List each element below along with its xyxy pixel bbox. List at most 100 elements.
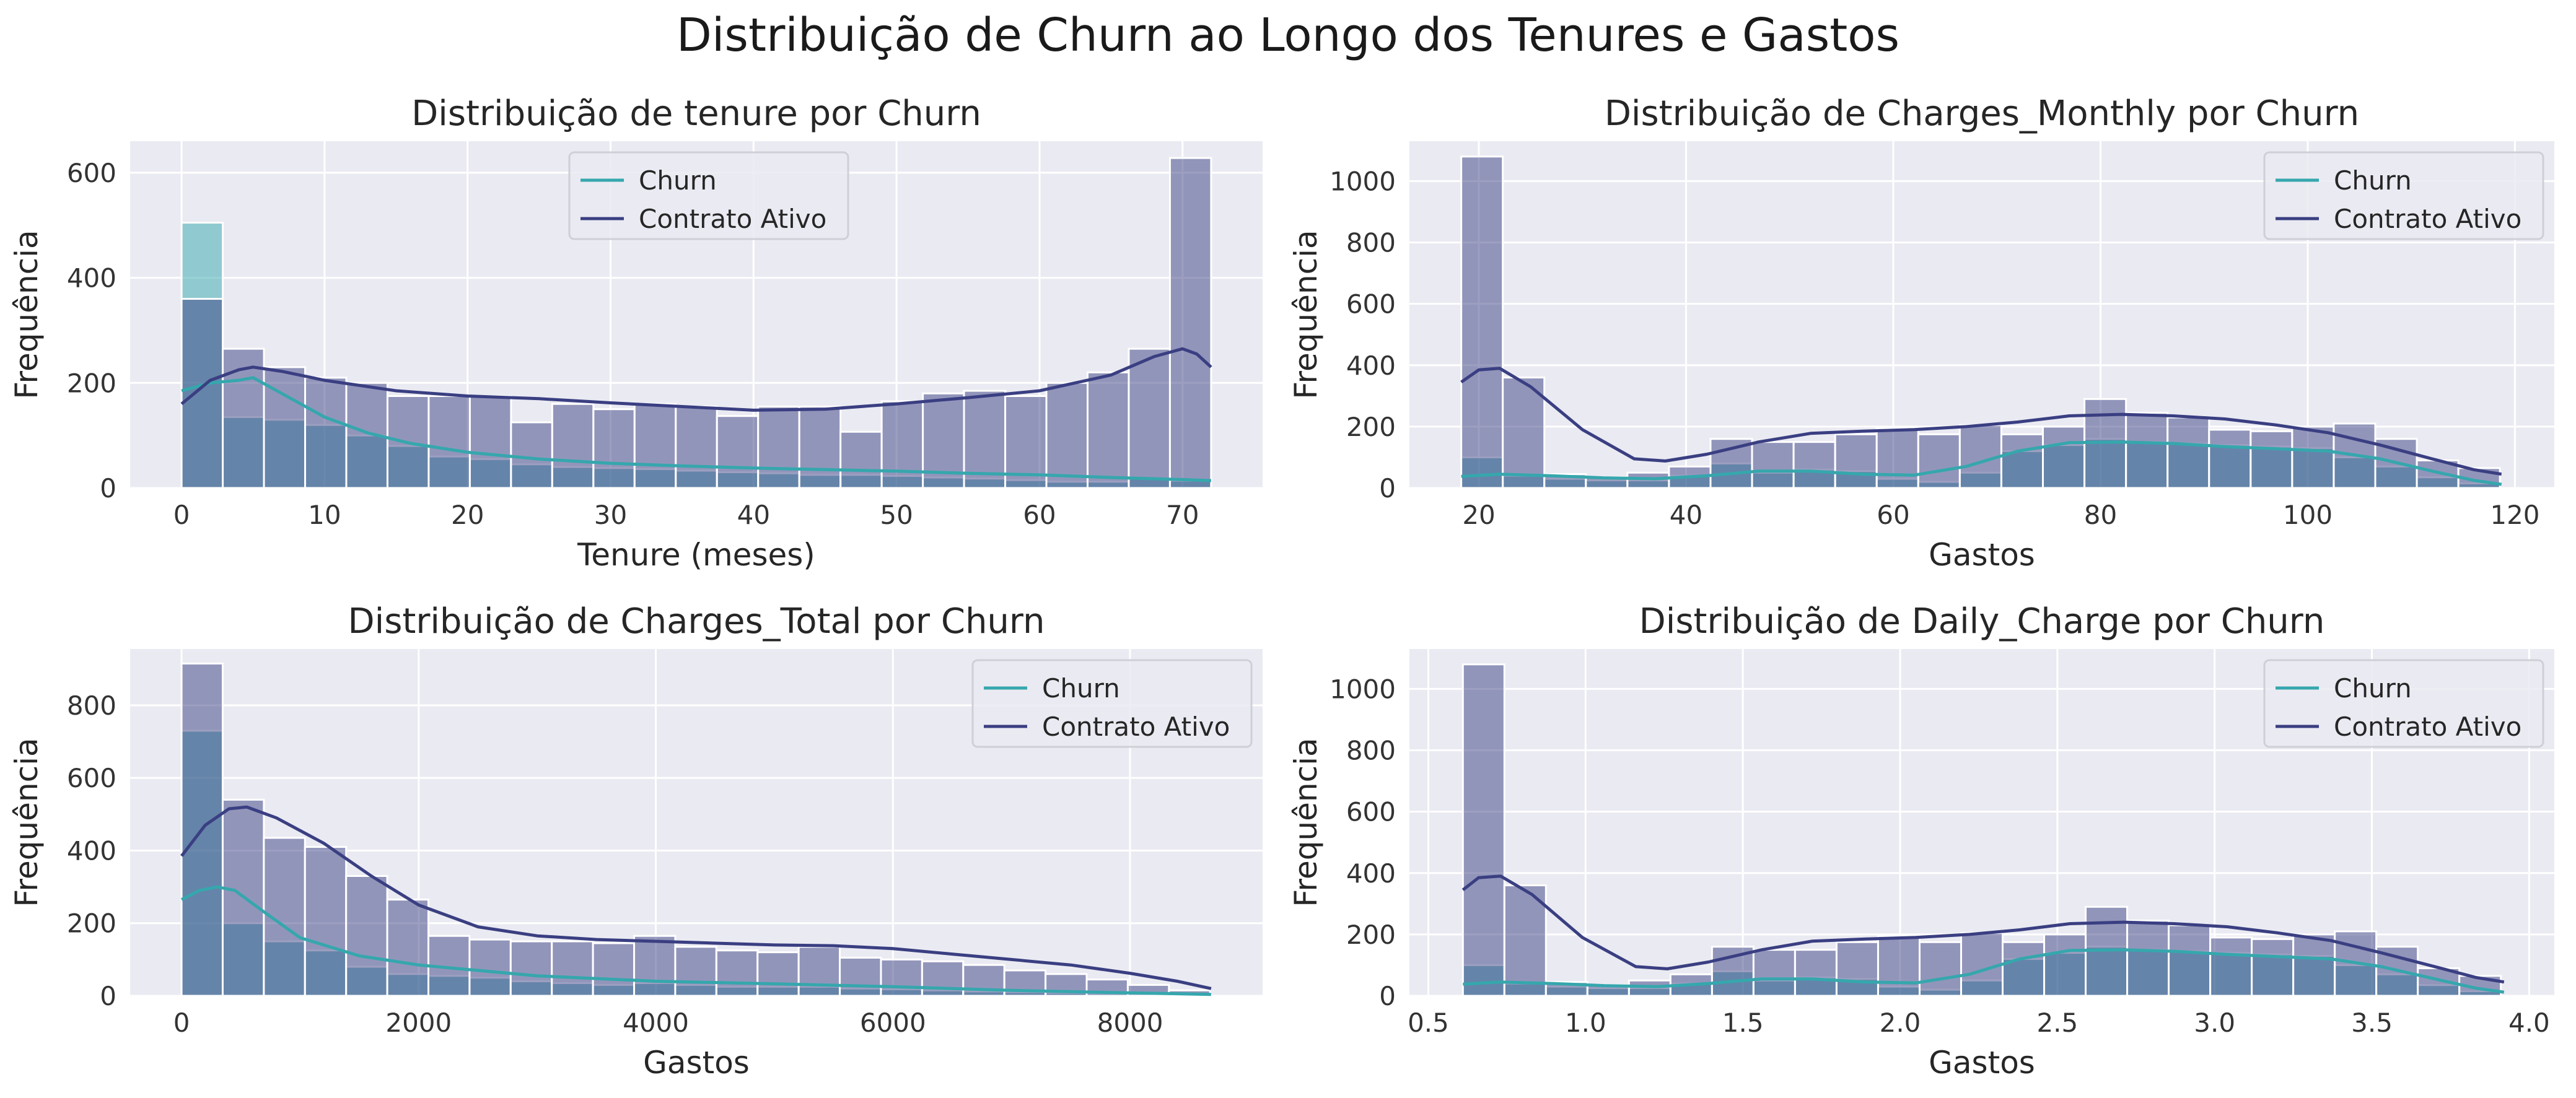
y-tick-label: 200 [67,908,116,939]
x-tick-label: 40 [1670,500,1702,530]
histogram-bar-contrato-ativo [674,946,717,997]
histogram-bar-contrato-ativo [2042,425,2086,489]
histogram-bar-contrato-ativo [1877,935,1921,997]
kde-line-churn [1461,440,2502,486]
histogram-bar-contrato-ativo [2251,938,2295,997]
histogram-bar-contrato-ativo [1917,433,1961,489]
x-tick-label: 4000 [623,1008,689,1038]
histogram-bar-contrato-ativo [304,377,348,489]
histogram-bar-contrato-ativo [1460,155,1504,489]
legend: Churn Contrato Ativo [971,659,1253,748]
histogram-bar-contrato-ativo [468,938,512,997]
x-tick-label: 0.5 [1408,1008,1449,1038]
subplot-title: Distribuição de Daily_Charge por Churn [1639,601,2325,642]
histogram-bar-contrato-ativo [797,946,841,997]
histogram-bar-contrato-ativo [2126,920,2170,997]
x-tick-label: 1.5 [1722,1008,1764,1038]
y-tick-label: 600 [67,763,116,793]
x-tick-label: 120 [2490,500,2539,530]
histogram-bar-contrato-ativo [1792,441,1836,489]
x-tick-label: 2.5 [2036,1008,2078,1038]
histogram-bar-contrato-ativo [2002,941,2046,997]
histogram-bar-contrato-ativo [1794,949,1838,997]
histogram-bar-contrato-ativo [880,958,923,997]
histogram-bar-contrato-ativo [1086,371,1130,489]
histogram-bar-contrato-ativo [468,395,512,489]
histogram-bar-contrato-ativo [509,940,553,997]
subplot-title: Distribuição de tenure por Churn [411,94,981,134]
y-tick-label: 200 [67,368,116,398]
histogram-bar-contrato-ativo [263,366,307,489]
histogram-bar-contrato-ativo [880,400,924,489]
y-tick-label: 0 [100,981,116,1011]
y-tick-label: 600 [1346,797,1396,827]
histogram-bar-contrato-ativo [1461,663,1505,997]
histogram-bar-contrato-ativo [1502,377,1546,489]
y-tick-label: 800 [1346,736,1396,766]
histogram-bar-contrato-ativo [1628,979,1671,997]
x-tick-label: 2.0 [1880,1008,1921,1038]
histogram-bar-contrato-ativo [921,960,965,997]
kde-line-churn [180,885,1211,996]
histogram-bar-contrato-ativo [510,421,553,489]
y-tick-label: 1000 [1330,674,1396,704]
y-tick-label: 0 [1379,473,1396,503]
x-tick-label: 60 [1877,500,1909,530]
y-tick-label: 800 [67,691,116,721]
legend-label-contrato-ativo: Contrato Ativo [1042,712,1230,742]
subplot-4: 0.5 1.0 1.5 2.0 2.5 3.0 3.5 4.0 0 200 400 600 800 100… [1288,601,2554,1081]
histogram-bar-contrato-ativo [1168,157,1212,489]
x-axis-label: Gastos [1929,537,2035,573]
histogram-bar-contrato-ativo [2000,433,2044,489]
histogram-bar-contrato-ativo [757,405,800,489]
subplot-3: 0 2000 4000 6000 8000 0 200 400 600 800 Distribuiç… [9,601,1263,1081]
subplot-title: Distribuição de Charges_Total por Churn [348,601,1045,642]
histogram-bar-contrato-ativo [1835,941,1879,997]
histogram-bar-contrato-ativo [592,942,636,997]
x-tick-label: 6000 [860,1008,926,1038]
kde-line-churn [1463,948,2505,994]
histogram-bar-contrato-ativo [551,940,594,997]
y-axis-label: Frequência [1288,230,1324,399]
histogram-bar-contrato-ativo [633,935,677,997]
kde-line-contrato-ativo [1460,367,2502,476]
histogram-bar-contrato-ativo [386,899,429,997]
x-tick-label: 70 [1166,500,1199,530]
histogram-bar-contrato-ativo [1752,949,1796,997]
histogram-bar-contrato-ativo [798,405,842,489]
histogram-bar-contrato-ativo [304,846,348,997]
histogram-bar-contrato-ativo [839,956,882,997]
histogram-bar-contrato-ativo [1045,381,1089,489]
histogram-bar-contrato-ativo [1751,441,1795,489]
histogram-bar-contrato-ativo [1128,347,1171,489]
y-tick-label: 400 [1346,858,1396,889]
y-tick-label: 400 [67,835,116,866]
x-tick-label: 40 [737,500,770,530]
y-tick-label: 800 [1346,228,1396,258]
legend: Churn Contrato Ativo [2263,659,2544,748]
x-tick-label: 8000 [1097,1008,1163,1038]
legend-box [971,659,1253,748]
y-tick-label: 200 [1346,920,1396,950]
histogram-bar-contrato-ativo [2043,933,2087,997]
x-tick-label: 80 [2084,500,2117,530]
subplot-title: Distribuição de Charges_Monthly por Chur… [1605,94,2359,134]
legend-label-churn: Churn [2334,165,2412,196]
legend-box [568,151,849,240]
histogram-bar-contrato-ativo [1875,427,1919,489]
x-axis-label: Tenure (meses) [577,537,815,573]
histogram-bar-contrato-ativo [1834,433,1878,489]
legend-box [2263,151,2544,240]
legend-label-churn: Churn [639,165,717,196]
legend-label-contrato-ativo: Contrato Ativo [2334,204,2521,234]
x-tick-label: 60 [1023,500,1056,530]
histogram-bar-contrato-ativo [1918,941,1962,997]
x-tick-label: 0 [173,500,190,530]
y-tick-label: 1000 [1330,166,1396,196]
y-tick-label: 600 [1346,289,1396,320]
kde-line-contrato-ativo [1461,874,2505,984]
y-axis-label: Frequência [1288,738,1324,907]
histogram-bar-contrato-ativo [716,415,760,489]
histogram-bar-contrato-ativo [1960,931,2004,997]
